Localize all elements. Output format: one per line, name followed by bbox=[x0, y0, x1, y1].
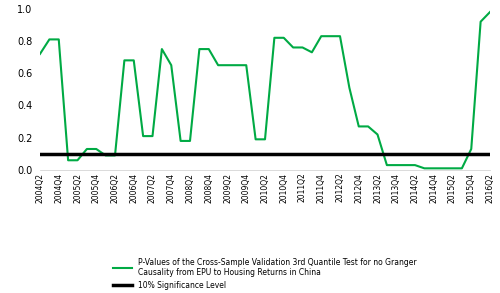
P-Values of the Cross-Sample Validation 3rd Quantile Test for no Granger
Causality from EPU to Housing Returns in China bbox=[159, 47, 165, 51]
P-Values of the Cross-Sample Validation 3rd Quantile Test for no Granger
Causality from EPU to Housing Returns in China bbox=[196, 47, 202, 51]
P-Values of the Cross-Sample Validation 3rd Quantile Test for no Granger
Causality from EPU to Housing Returns in China bbox=[206, 47, 212, 51]
P-Values of the Cross-Sample Validation 3rd Quantile Test for no Granger
Causality from EPU to Housing Returns in China bbox=[431, 166, 437, 170]
P-Values of the Cross-Sample Validation 3rd Quantile Test for no Granger
Causality from EPU to Housing Returns in China bbox=[262, 138, 268, 141]
P-Values of the Cross-Sample Validation 3rd Quantile Test for no Granger
Causality from EPU to Housing Returns in China bbox=[65, 159, 71, 162]
P-Values of the Cross-Sample Validation 3rd Quantile Test for no Granger
Causality from EPU to Housing Returns in China bbox=[393, 163, 399, 167]
P-Values of the Cross-Sample Validation 3rd Quantile Test for no Granger
Causality from EPU to Housing Returns in China bbox=[112, 154, 118, 157]
P-Values of the Cross-Sample Validation 3rd Quantile Test for no Granger
Causality from EPU to Housing Returns in China bbox=[337, 35, 343, 38]
P-Values of the Cross-Sample Validation 3rd Quantile Test for no Granger
Causality from EPU to Housing Returns in China bbox=[365, 125, 371, 128]
P-Values of the Cross-Sample Validation 3rd Quantile Test for no Granger
Causality from EPU to Housing Returns in China bbox=[328, 35, 334, 38]
P-Values of the Cross-Sample Validation 3rd Quantile Test for no Granger
Causality from EPU to Housing Returns in China bbox=[131, 59, 137, 62]
P-Values of the Cross-Sample Validation 3rd Quantile Test for no Granger
Causality from EPU to Housing Returns in China bbox=[74, 159, 80, 162]
P-Values of the Cross-Sample Validation 3rd Quantile Test for no Granger
Causality from EPU to Housing Returns in China bbox=[412, 163, 418, 167]
P-Values of the Cross-Sample Validation 3rd Quantile Test for no Granger
Causality from EPU to Housing Returns in China bbox=[346, 86, 352, 90]
P-Values of the Cross-Sample Validation 3rd Quantile Test for no Granger
Causality from EPU to Housing Returns in China bbox=[356, 125, 362, 128]
P-Values of the Cross-Sample Validation 3rd Quantile Test for no Granger
Causality from EPU to Housing Returns in China bbox=[374, 133, 380, 136]
P-Values of the Cross-Sample Validation 3rd Quantile Test for no Granger
Causality from EPU to Housing Returns in China bbox=[168, 64, 174, 67]
P-Values of the Cross-Sample Validation 3rd Quantile Test for no Granger
Causality from EPU to Housing Returns in China bbox=[178, 139, 184, 143]
P-Values of the Cross-Sample Validation 3rd Quantile Test for no Granger
Causality from EPU to Housing Returns in China bbox=[234, 64, 240, 67]
P-Values of the Cross-Sample Validation 3rd Quantile Test for no Granger
Causality from EPU to Housing Returns in China bbox=[440, 166, 446, 170]
P-Values of the Cross-Sample Validation 3rd Quantile Test for no Granger
Causality from EPU to Housing Returns in China bbox=[459, 166, 465, 170]
P-Values of the Cross-Sample Validation 3rd Quantile Test for no Granger
Causality from EPU to Housing Returns in China bbox=[300, 46, 306, 49]
P-Values of the Cross-Sample Validation 3rd Quantile Test for no Granger
Causality from EPU to Housing Returns in China bbox=[224, 64, 230, 67]
P-Values of the Cross-Sample Validation 3rd Quantile Test for no Granger
Causality from EPU to Housing Returns in China bbox=[187, 139, 193, 143]
10% Significance Level bbox=[37, 152, 43, 156]
P-Values of the Cross-Sample Validation 3rd Quantile Test for no Granger
Causality from EPU to Housing Returns in China bbox=[272, 36, 278, 40]
P-Values of the Cross-Sample Validation 3rd Quantile Test for no Granger
Causality from EPU to Housing Returns in China bbox=[290, 46, 296, 49]
P-Values of the Cross-Sample Validation 3rd Quantile Test for no Granger
Causality from EPU to Housing Returns in China bbox=[309, 51, 315, 54]
P-Values of the Cross-Sample Validation 3rd Quantile Test for no Granger
Causality from EPU to Housing Returns in China bbox=[252, 138, 258, 141]
P-Values of the Cross-Sample Validation 3rd Quantile Test for no Granger
Causality from EPU to Housing Returns in China bbox=[478, 20, 484, 23]
P-Values of the Cross-Sample Validation 3rd Quantile Test for no Granger
Causality from EPU to Housing Returns in China bbox=[243, 64, 249, 67]
P-Values of the Cross-Sample Validation 3rd Quantile Test for no Granger
Causality from EPU to Housing Returns in China bbox=[318, 35, 324, 38]
P-Values of the Cross-Sample Validation 3rd Quantile Test for no Granger
Causality from EPU to Housing Returns in China bbox=[37, 52, 43, 56]
P-Values of the Cross-Sample Validation 3rd Quantile Test for no Granger
Causality from EPU to Housing Returns in China bbox=[56, 38, 62, 41]
P-Values of the Cross-Sample Validation 3rd Quantile Test for no Granger
Causality from EPU to Housing Returns in China bbox=[140, 134, 146, 138]
P-Values of the Cross-Sample Validation 3rd Quantile Test for no Granger
Causality from EPU to Housing Returns in China bbox=[281, 36, 287, 40]
Legend: P-Values of the Cross-Sample Validation 3rd Quantile Test for no Granger
Causali: P-Values of the Cross-Sample Validation … bbox=[113, 258, 417, 290]
P-Values of the Cross-Sample Validation 3rd Quantile Test for no Granger
Causality from EPU to Housing Returns in China bbox=[487, 10, 493, 14]
P-Values of the Cross-Sample Validation 3rd Quantile Test for no Granger
Causality from EPU to Housing Returns in China bbox=[84, 147, 90, 151]
10% Significance Level bbox=[46, 152, 52, 156]
P-Values of the Cross-Sample Validation 3rd Quantile Test for no Granger
Causality from EPU to Housing Returns in China bbox=[468, 147, 474, 151]
P-Values of the Cross-Sample Validation 3rd Quantile Test for no Granger
Causality from EPU to Housing Returns in China bbox=[422, 166, 428, 170]
P-Values of the Cross-Sample Validation 3rd Quantile Test for no Granger
Causality from EPU to Housing Returns in China bbox=[215, 64, 221, 67]
P-Values of the Cross-Sample Validation 3rd Quantile Test for no Granger
Causality from EPU to Housing Returns in China bbox=[46, 38, 52, 41]
Line: P-Values of the Cross-Sample Validation 3rd Quantile Test for no Granger
Causality from EPU to Housing Returns in China: P-Values of the Cross-Sample Validation … bbox=[40, 12, 490, 168]
P-Values of the Cross-Sample Validation 3rd Quantile Test for no Granger
Causality from EPU to Housing Returns in China bbox=[102, 154, 108, 157]
P-Values of the Cross-Sample Validation 3rd Quantile Test for no Granger
Causality from EPU to Housing Returns in China bbox=[150, 134, 156, 138]
P-Values of the Cross-Sample Validation 3rd Quantile Test for no Granger
Causality from EPU to Housing Returns in China bbox=[93, 147, 99, 151]
P-Values of the Cross-Sample Validation 3rd Quantile Test for no Granger
Causality from EPU to Housing Returns in China bbox=[122, 59, 128, 62]
P-Values of the Cross-Sample Validation 3rd Quantile Test for no Granger
Causality from EPU to Housing Returns in China bbox=[402, 163, 408, 167]
P-Values of the Cross-Sample Validation 3rd Quantile Test for no Granger
Causality from EPU to Housing Returns in China bbox=[450, 166, 456, 170]
P-Values of the Cross-Sample Validation 3rd Quantile Test for no Granger
Causality from EPU to Housing Returns in China bbox=[384, 163, 390, 167]
